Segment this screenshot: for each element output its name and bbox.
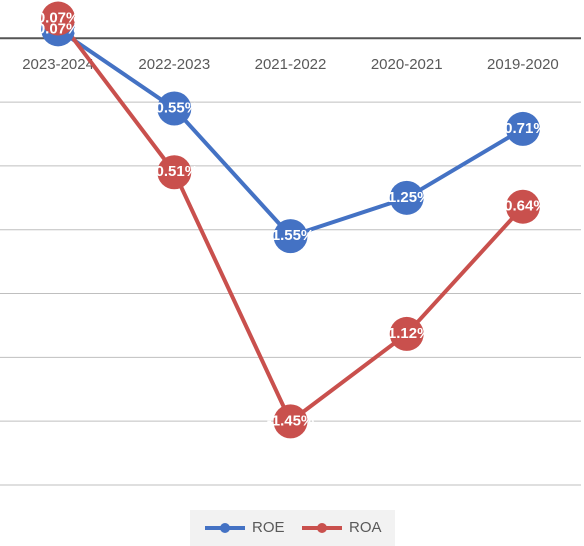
marker [389, 180, 424, 215]
marker [157, 91, 192, 126]
marker [505, 111, 540, 146]
data-label: 0.07% [37, 10, 80, 27]
legend-marker [220, 523, 230, 533]
marker [157, 155, 192, 190]
data-label: 0.07% [37, 20, 80, 37]
marker [41, 1, 76, 36]
data-label: -0.51% [151, 163, 199, 180]
x-tick-label: 2023-2024 [22, 56, 94, 73]
data-label: -1.12% [383, 325, 431, 342]
marker [505, 189, 540, 224]
data-label: -1.45% [267, 412, 315, 429]
x-tick-label: 2019-2020 [487, 56, 559, 73]
data-label: -0.55% [151, 99, 199, 116]
legend-label: ROE [252, 519, 285, 536]
x-tick-label: 2022-2023 [138, 56, 210, 73]
x-tick-label: 2021-2022 [255, 56, 327, 73]
data-label: -1.25% [383, 189, 431, 206]
marker [389, 316, 424, 351]
data-label: -0.64% [499, 198, 547, 215]
legend-marker [317, 523, 327, 533]
data-label: -1.55% [267, 227, 315, 244]
x-tick-label: 2020-2021 [371, 56, 443, 73]
data-label: -0.71% [499, 120, 547, 137]
marker [273, 404, 308, 439]
legend-label: ROA [349, 519, 382, 536]
marker [273, 219, 308, 254]
